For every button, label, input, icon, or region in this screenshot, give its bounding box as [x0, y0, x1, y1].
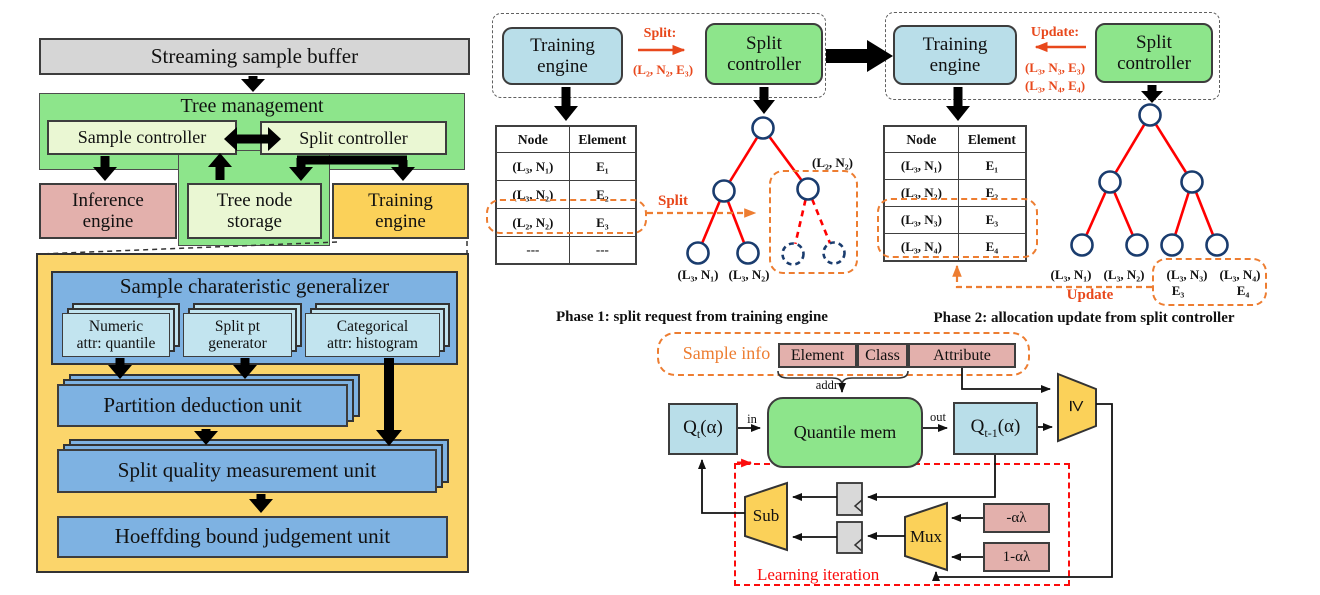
record-class-cell: Class	[857, 343, 908, 368]
training-engine-box: Training engine	[332, 183, 469, 239]
pending-leaf-node	[781, 242, 805, 266]
inference-engine-box: Inference engine	[39, 183, 177, 239]
record-attribute-cell: Attribute	[908, 343, 1016, 368]
phase2-training-engine-box: Training engine	[893, 25, 1017, 85]
tree-node-storage-box: Tree node storage	[187, 183, 322, 239]
phase1-tree	[686, 116, 846, 266]
record-element-cell: Element	[778, 343, 857, 368]
split-arrow-label: Split	[657, 193, 688, 209]
table2-row: (L₃, N₁) E₁	[885, 152, 1025, 179]
qt-prev-register-box: Qt-1(α)	[953, 402, 1038, 455]
table2-row: (L₃, N₄) E₄	[885, 233, 1025, 260]
tree2-leaf-label-4: (L₃, N₄)	[1219, 267, 1261, 282]
table1-header-node: Node	[517, 131, 548, 147]
tree2-leaf-label-1: (L₃, N₁)	[1050, 267, 1092, 282]
tree-management-label: Tree management	[180, 95, 324, 117]
tree2-element-label-1: E₃	[1171, 283, 1185, 298]
table2-row: (L₃, N₃) E₃	[885, 206, 1025, 233]
phase1-caption: Phase 1: split request from training eng…	[556, 309, 828, 325]
sample-controller-label: Sample controller	[77, 127, 207, 148]
partition-deduction-stack: Partition deduction unit	[57, 374, 360, 427]
qt-register-box: Qt(α)	[668, 403, 738, 455]
table2-header-element: Element	[957, 127, 1025, 152]
streaming-sample-buffer-label: Streaming sample buffer	[150, 43, 359, 68]
quantile-mem-box: Quantile mem	[767, 397, 923, 468]
numeric-attr-stack: Numeric attr: quantile	[62, 303, 180, 357]
out-label: out	[930, 410, 946, 424]
tree2-updated-leaves-highlight	[1152, 258, 1267, 306]
table1-row: (L₂, N₂) E₃	[497, 208, 635, 236]
phase2-caption: Phase 2: allocation update from split co…	[933, 310, 1235, 326]
phase1-group-outline	[492, 13, 826, 98]
tree1-new-subtree-highlight	[769, 170, 858, 274]
const-one-minus-alpha-lambda-box: 1-αλ	[983, 542, 1050, 572]
table2-header-node: Node	[906, 131, 937, 147]
tree1-leaf-label-2: (L₃, N₂)	[728, 267, 770, 282]
phase2-tree	[1070, 103, 1229, 257]
tree-management-seam-patch	[181, 164, 327, 174]
phase1-to-phase2-arrow	[826, 40, 893, 72]
table2-row: (L₃, N₂) E₂	[885, 179, 1025, 206]
tree2-element-label-2: E₄	[1236, 283, 1250, 298]
sample-characteristic-generalizer-label: Sample charateristic generalizer	[119, 274, 390, 298]
tree1-leaf-label-1: (L₃, N₁)	[677, 267, 719, 282]
categorical-attr-stack: Categorical attr: histogram	[305, 303, 450, 357]
split-quality-stack: Split quality measurement unit	[57, 439, 449, 493]
table1-row: (L₃, N₁) E₁	[497, 152, 635, 180]
hoeffding-bound-box: Hoeffding bound judgement unit	[57, 516, 448, 558]
phase2-split-controller-box: Split controller	[1095, 23, 1213, 83]
phase2-allocation-table: Node Element (L₃, N₁) E₁ (L₃, N₂) E₂ (L₃…	[883, 125, 1027, 262]
tree2-leaf-label-3: (L₃, N₃)	[1166, 267, 1208, 282]
phase1-training-engine-box: Training engine	[502, 27, 623, 85]
comparator-shape	[1057, 372, 1097, 443]
addr-label: addr	[815, 378, 838, 392]
split-controller-box: Split controller	[260, 121, 447, 155]
split-controller-label: Split controller	[299, 127, 408, 148]
sample-controller-box: Sample controller	[47, 120, 237, 155]
table1-row: (L₃, N₂) E₂	[497, 180, 635, 208]
phase1-allocation-table: Node Element (L₃, N₁) E₁ (L₃, N₂) E₂ (L₂…	[495, 125, 637, 265]
split-pt-generator-stack: Split pt generator	[183, 303, 302, 357]
phase1-split-controller-box: Split controller	[705, 23, 823, 85]
table1-row: --- ---	[497, 236, 635, 263]
const-neg-alpha-lambda-box: -αλ	[983, 503, 1050, 533]
comparator-label: ≥	[1064, 399, 1090, 413]
update-arrow-label: Update	[1066, 287, 1114, 303]
pending-leaf-node	[822, 241, 846, 265]
table1-header-element: Element	[568, 127, 635, 152]
in-label: in	[747, 412, 757, 426]
tree2-leaf-label-2: (L₃, N₂)	[1103, 267, 1145, 282]
streaming-sample-buffer-box: Streaming sample buffer	[39, 38, 470, 75]
